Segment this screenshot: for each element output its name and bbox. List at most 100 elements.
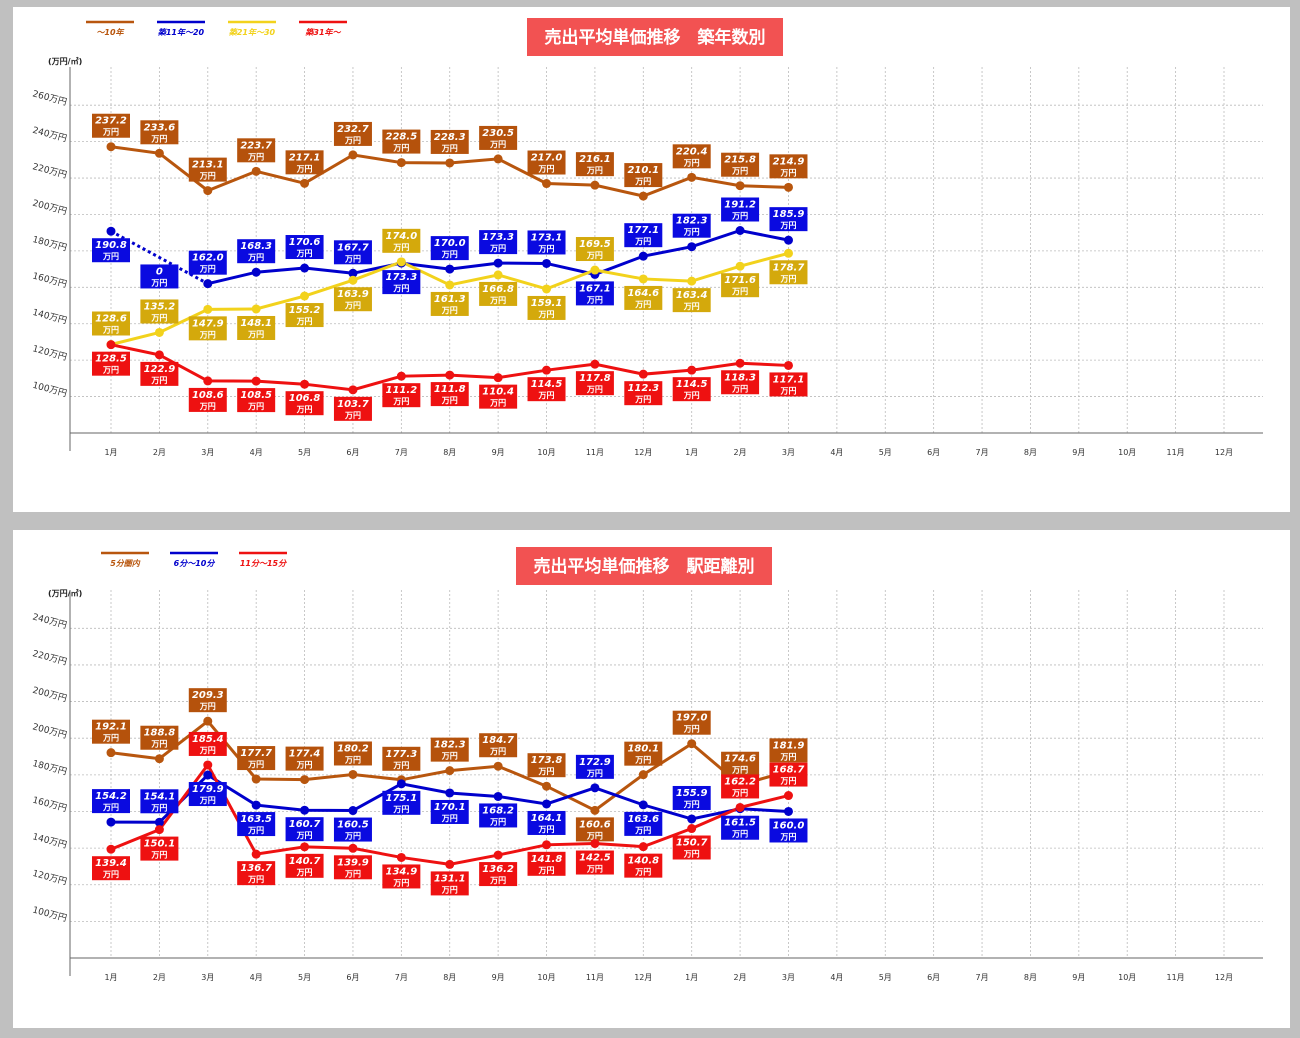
- value-label-box: [285, 303, 324, 328]
- point: [638, 842, 648, 852]
- point: [348, 843, 358, 853]
- value-label-box: [333, 741, 372, 766]
- x-tick-label: 5月: [298, 973, 311, 982]
- value-unit: 万円: [296, 831, 313, 840]
- value-label: 180.1: [627, 744, 659, 755]
- value-label-box: [237, 388, 276, 413]
- value-unit: 万円: [779, 386, 796, 395]
- point: [154, 148, 164, 158]
- point: [106, 340, 116, 350]
- value-label-box: [188, 387, 227, 412]
- value-label: 184.7: [482, 735, 514, 746]
- x-tick-label: 3月: [201, 448, 214, 457]
- value-label-box: [140, 789, 179, 814]
- x-tick-label: 11月: [586, 448, 604, 457]
- value-unit: 万円: [392, 284, 409, 293]
- value-unit: 万円: [683, 800, 700, 809]
- value-label: 163.6: [627, 814, 659, 825]
- value-label: 128.5: [95, 354, 127, 365]
- value-unit: 万円: [538, 165, 555, 174]
- value-label: 161.3: [434, 294, 466, 305]
- point: [542, 365, 552, 375]
- value-label-box: [721, 815, 760, 840]
- point: [445, 788, 455, 798]
- value-unit: 万円: [150, 134, 167, 143]
- value-label-box: [527, 230, 566, 255]
- point: [542, 799, 552, 809]
- value-label: 185.4: [192, 734, 224, 745]
- x-tick-label: 12月: [634, 973, 652, 982]
- value-unit: 万円: [441, 396, 458, 405]
- point: [638, 770, 648, 780]
- value-label-box: [382, 129, 421, 154]
- value-label: 177.3: [386, 749, 418, 760]
- value-unit: 万円: [247, 826, 264, 835]
- value-label-box: [479, 733, 518, 758]
- x-tick-label: 5月: [879, 448, 892, 457]
- value-label-box: [672, 144, 711, 169]
- x-tick-label: 8月: [443, 448, 456, 457]
- value-label-box: [92, 311, 130, 336]
- point: [300, 379, 310, 389]
- value-label-box: [285, 817, 324, 842]
- value-unit: 万円: [296, 761, 313, 770]
- point: [590, 359, 600, 369]
- value-unit: 万円: [247, 875, 264, 884]
- value-label-box: [285, 235, 324, 260]
- y-tick-label: 100万円: [31, 905, 68, 925]
- x-tick-label: 6月: [346, 448, 359, 457]
- value-label: 228.5: [386, 132, 418, 143]
- value-label: 163.4: [676, 290, 708, 301]
- value-label-box: [624, 163, 663, 188]
- point: [396, 257, 406, 267]
- value-label-box: [382, 383, 421, 408]
- y-tick-label: 180万円: [31, 758, 68, 778]
- y-tick-label: 220万円: [31, 161, 68, 181]
- value-label-box: [430, 799, 469, 824]
- x-tick-label: 6月: [346, 973, 359, 982]
- point: [735, 225, 745, 235]
- value-label: 108.6: [192, 390, 224, 401]
- value-label-box: [672, 377, 711, 402]
- point: [445, 280, 455, 290]
- value-label: 155.2: [289, 305, 321, 316]
- value-label-box: [140, 120, 179, 145]
- value-label: 114.5: [676, 379, 708, 390]
- point: [687, 824, 697, 834]
- x-tick-label: 2月: [734, 448, 747, 457]
- value-label-box: [92, 238, 130, 263]
- value-label-box: [140, 725, 179, 750]
- point: [300, 775, 310, 785]
- value-label: 111.8: [434, 384, 466, 395]
- value-label: 148.1: [240, 318, 272, 329]
- point: [687, 365, 697, 375]
- value-label: 134.9: [386, 866, 418, 877]
- point: [251, 376, 261, 386]
- point: [638, 369, 648, 379]
- y-tick-label: 100万円: [31, 380, 68, 400]
- point: [154, 350, 164, 360]
- value-label: 139.9: [337, 857, 369, 868]
- x-tick-label: 4月: [830, 973, 843, 982]
- value-unit: 万円: [441, 814, 458, 823]
- value-label-box: [188, 157, 227, 182]
- value-label: 106.8: [289, 393, 321, 404]
- point: [638, 274, 648, 284]
- x-tick-label: 10月: [537, 448, 555, 457]
- y-tick-label: 220万円: [31, 648, 68, 668]
- value-label: 150.7: [676, 838, 708, 849]
- value-unit: 万円: [731, 830, 748, 839]
- value-unit: 万円: [392, 761, 409, 770]
- x-tick-label: 2月: [153, 973, 166, 982]
- value-label-box: [237, 861, 276, 886]
- point: [251, 774, 261, 784]
- value-label-box: [333, 817, 372, 842]
- y-tick-label: 200万円: [31, 721, 68, 741]
- point: [348, 275, 358, 285]
- value-unit: 万円: [634, 237, 651, 246]
- value-unit: 万円: [441, 250, 458, 259]
- value-label-box: [188, 316, 227, 341]
- value-label-box: [92, 719, 130, 744]
- value-unit: 万円: [247, 253, 264, 262]
